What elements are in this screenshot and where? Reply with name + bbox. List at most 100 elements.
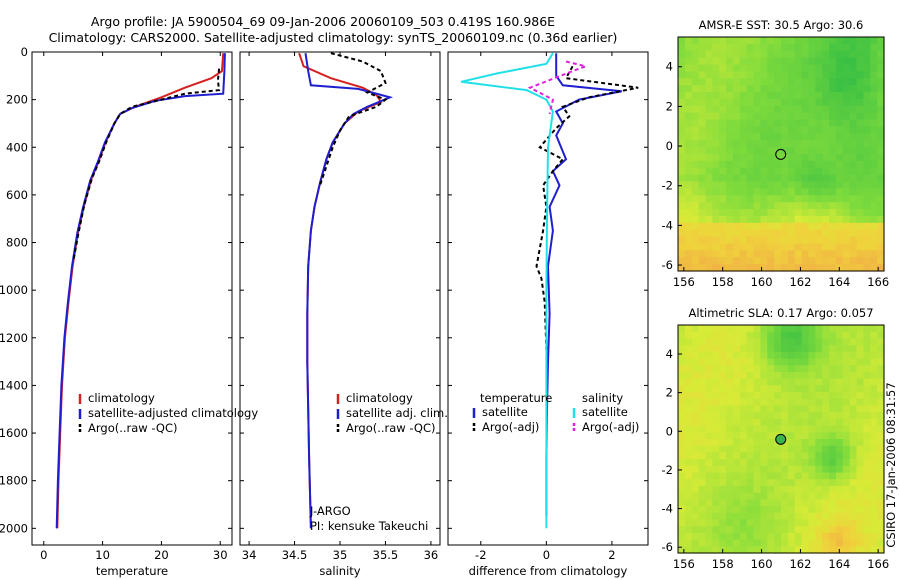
sla_map-cell <box>849 371 858 380</box>
sla_map-cell <box>691 546 700 554</box>
sla_map-cell <box>829 506 837 514</box>
temperature-legend-item-label: Argo(..raw -QC) <box>88 421 178 435</box>
sst_map-cell <box>808 250 816 258</box>
sla_map-cell <box>808 338 816 346</box>
sst_map-cell <box>691 202 700 210</box>
sst_map-cell <box>870 126 878 134</box>
sla_map-cell <box>746 385 755 393</box>
sst_map-cell <box>822 98 830 107</box>
sla_map-cell <box>678 445 686 454</box>
sst_map-cell <box>753 133 761 141</box>
sla_map-cell <box>684 459 693 467</box>
sst_map-cell <box>863 126 871 134</box>
sst_map-cell <box>781 140 789 148</box>
sst_map-cell <box>726 37 734 45</box>
sst_map-cell <box>712 105 720 114</box>
sst_map-cell <box>842 147 851 155</box>
sla_map-cell <box>794 425 803 433</box>
sst_map-cell <box>787 85 796 93</box>
sst_map-cell <box>678 92 686 100</box>
sla_map-cell <box>863 358 871 366</box>
sla_map-cell <box>794 418 803 427</box>
sla_map-cell <box>835 425 844 433</box>
sst_map-cell <box>760 250 768 258</box>
sst_map-cell <box>746 264 755 272</box>
sst_map-cell <box>877 92 885 100</box>
sst_map-cell <box>815 160 823 169</box>
sst_map-cell <box>726 112 734 121</box>
sla_map-cell <box>684 472 693 480</box>
sst_map-cell <box>835 71 844 79</box>
sla_map-cell <box>774 526 782 534</box>
sla_map-cell <box>815 539 823 547</box>
sst_map-cell <box>726 167 734 176</box>
sla_map-cell <box>801 512 810 521</box>
salinity-annotation-pi: PI: kensuke Takeuchi <box>310 519 428 533</box>
sla_map-cell <box>774 459 782 467</box>
sst_map-cell <box>746 160 755 169</box>
sst_map-cell <box>794 85 803 93</box>
sst_map-cell <box>684 215 693 224</box>
sla_map-cell <box>801 492 810 500</box>
sst_map-cell <box>801 215 810 224</box>
sst_map-cell <box>691 78 700 86</box>
sla_map-cell <box>794 392 803 400</box>
sla_map-cell <box>684 452 693 460</box>
sst_map-cell <box>691 209 700 217</box>
sst_map-cell <box>774 202 782 210</box>
sst_map-cell <box>877 43 885 52</box>
sla_map-cell <box>712 512 720 521</box>
sst_map-cell <box>877 154 885 162</box>
sst_map-cell <box>870 71 878 79</box>
sst_map-cell <box>829 215 837 224</box>
sla_map-cell <box>815 439 823 447</box>
sst_map-cell <box>801 140 810 148</box>
sla_map-cell <box>691 532 700 541</box>
sst_map-cell <box>842 209 851 217</box>
sla_map-cell <box>842 412 851 420</box>
sst_map-cell <box>870 43 878 52</box>
sst_map-cell <box>787 126 796 134</box>
sst_map-cell <box>856 174 864 183</box>
sla_map-cell <box>781 492 789 500</box>
sst_map-cell <box>746 202 755 210</box>
sst_map-cell <box>829 140 837 148</box>
sst_map-cell <box>746 215 755 224</box>
sla_map-cell <box>746 432 755 440</box>
sst_map-cell <box>719 160 727 169</box>
sst_map-cell <box>760 85 768 93</box>
sst_map-cell <box>753 264 761 272</box>
sst_map-cell <box>877 236 885 245</box>
sst_map-cell <box>794 236 803 245</box>
sst_map-cell <box>726 229 734 238</box>
sla_map-cell <box>698 365 707 373</box>
sst_map-cell <box>849 50 858 59</box>
sla_map-cell <box>732 371 741 380</box>
sst_map-cell <box>760 147 768 155</box>
sst_map-cell <box>698 167 707 176</box>
sst_map-cell <box>767 243 775 251</box>
sst_map-cell <box>678 126 686 134</box>
sla_map-cell <box>753 459 761 467</box>
sla_map-cell <box>732 499 741 507</box>
sla_map-cell <box>808 492 816 500</box>
sla_map-cell <box>739 371 748 380</box>
sla_map-cell <box>698 325 707 333</box>
sla_map-cell <box>691 506 700 514</box>
sla_map-cell <box>767 398 775 407</box>
sst_map-cell <box>849 188 858 196</box>
sst_map-cell <box>877 133 885 141</box>
sla_map-cell <box>753 512 761 521</box>
sla_map-cell <box>767 492 775 500</box>
sst_map-cell <box>767 78 775 86</box>
sla_map-cell <box>746 378 755 386</box>
sla_map-cell <box>787 512 796 521</box>
sst_map-cell <box>698 105 707 114</box>
sla_map-cell <box>870 351 878 360</box>
sst_map-cell <box>705 215 713 224</box>
sla_map-cell <box>705 439 713 447</box>
sst_map-cell <box>746 37 755 45</box>
sla_map-cell <box>684 365 693 373</box>
sla_map-cell <box>787 479 796 487</box>
sst_map-cell <box>767 105 775 114</box>
